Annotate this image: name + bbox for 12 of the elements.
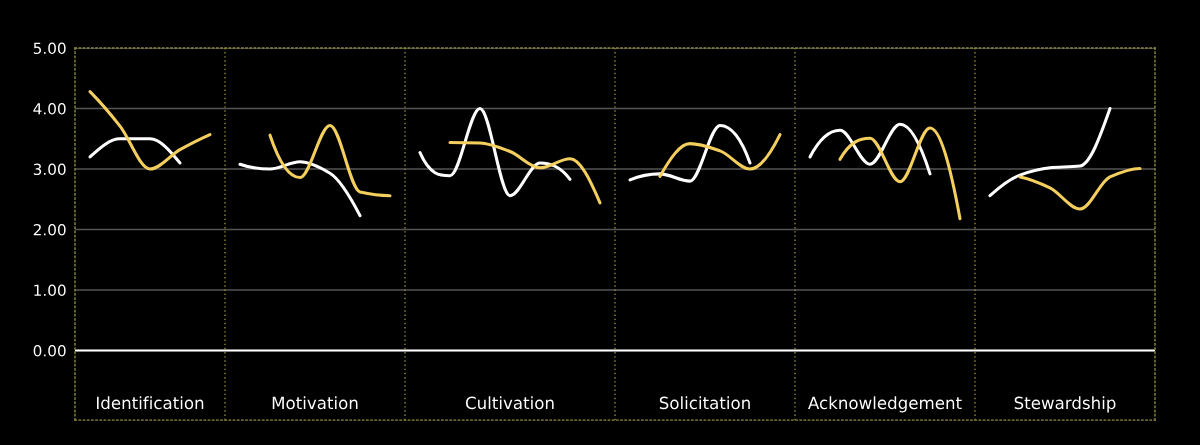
annotation: Stewardship xyxy=(1014,396,1116,413)
y-tick-label: 0.00 xyxy=(33,344,66,357)
annotation: Identification xyxy=(97,396,204,410)
y-tick-label: 4.00 xyxy=(33,103,66,115)
annotation: Solicitation xyxy=(659,396,750,410)
annotation: Cultivation xyxy=(465,396,554,410)
annotation: Acknowledgement xyxy=(808,396,962,413)
annotation: Motivation xyxy=(272,396,358,410)
y-tick-label: 5.00 xyxy=(33,42,66,55)
y-tick-label: 3.00 xyxy=(33,163,66,176)
y-tick-label: 1.00 xyxy=(34,284,66,297)
y-tick-label: 2.00 xyxy=(33,224,66,236)
